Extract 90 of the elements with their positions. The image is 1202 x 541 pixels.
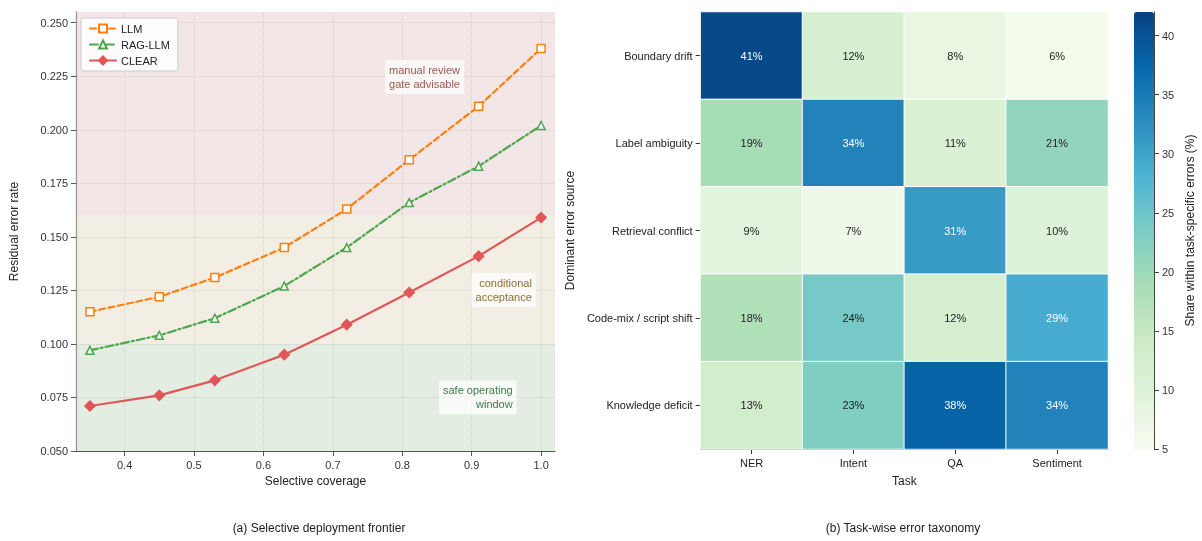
y-axis-title: Residual error rate: [7, 181, 21, 282]
x-tick-label: 0.4: [116, 458, 133, 471]
x-axis-title: Selective coverage: [264, 474, 367, 488]
x-tick-label: QA: [947, 456, 964, 469]
data-label: 10%: [1046, 224, 1069, 237]
data-label: 9%: [743, 224, 760, 237]
data-label: 12%: [944, 311, 967, 324]
y-tick-label: Boundary drift: [624, 49, 693, 62]
point: [278, 348, 291, 361]
point: [472, 250, 485, 262]
y-tick-label: 0.050: [40, 445, 68, 457]
y-tick-label: 0.250: [40, 16, 68, 29]
data-label: 23%: [842, 399, 865, 412]
band-label: conditional acceptance: [475, 276, 532, 303]
data-label: 18%: [740, 311, 763, 324]
data-label: 13%: [740, 399, 763, 412]
point: [535, 211, 547, 224]
data-label: 34%: [1046, 399, 1069, 412]
x-tick-label: Intent: [839, 456, 868, 469]
color-bar-title: Share within task-specific errors (%): [1183, 134, 1197, 327]
y-tick-label: 0.175: [40, 177, 68, 190]
point: [210, 313, 220, 323]
point: [404, 155, 414, 165]
y-tick-label: Knowledge deficit: [606, 399, 693, 412]
point: [85, 345, 95, 356]
data-label: 24%: [842, 311, 865, 324]
point: [341, 204, 352, 214]
x-tick-label: 1.0: [533, 458, 549, 471]
data-label: 12%: [842, 49, 865, 62]
point: [154, 330, 165, 341]
x-tick-label: 0.8: [394, 458, 410, 471]
point: [536, 43, 546, 54]
color-bar-label: 20: [1162, 265, 1175, 278]
y-tick-label: 0.125: [40, 284, 68, 297]
x-tick-label: 0.6: [255, 458, 272, 471]
x-tick-label: 0.5: [186, 458, 202, 471]
point: [340, 318, 353, 331]
y-tick-label: Retrieval conflict: [611, 224, 693, 237]
data-label: 7%: [845, 224, 862, 237]
color-bar-label: 15: [1162, 324, 1175, 337]
y-tick-label: 0.075: [40, 391, 68, 404]
point: [341, 242, 352, 253]
point: [209, 374, 221, 387]
data-label: 29%: [1046, 311, 1069, 324]
y-tick-label: 0.225: [40, 70, 68, 83]
data-label: 11%: [944, 137, 967, 150]
color-bar-label: 30: [1162, 147, 1175, 160]
point: [473, 161, 484, 171]
legend-label: LLM: [121, 22, 143, 35]
data-label: 6%: [1049, 49, 1066, 62]
color-bar-label: 10: [1162, 383, 1175, 396]
y-tick-label: 0.150: [40, 230, 68, 243]
point: [536, 120, 546, 131]
band-label: safe operating window: [442, 384, 513, 411]
color-bar-label: 40: [1162, 29, 1175, 42]
point: [404, 197, 414, 208]
point: [473, 101, 484, 111]
x-tick-label: NER: [739, 456, 764, 469]
y-tick-label: 0.100: [40, 337, 68, 350]
color-bar-label: 5: [1162, 443, 1169, 455]
x-tick-label: 0.7: [325, 458, 341, 471]
text: (a) Selective deployment frontier: [232, 521, 406, 535]
point: [403, 286, 415, 299]
color-bar-label: 35: [1162, 88, 1175, 101]
data-label: 21%: [1046, 137, 1069, 150]
legend-label: RAG-LLM: [121, 38, 170, 51]
text: (b) Task-wise error taxonomy: [825, 521, 981, 535]
data-label: 8%: [947, 49, 964, 62]
y-tick-label: 0.200: [40, 123, 68, 136]
point: [85, 307, 95, 317]
data-label: 19%: [740, 137, 763, 150]
data-label: 31%: [944, 224, 967, 237]
x-tick-label: Sentiment: [1032, 456, 1082, 469]
x-tick-label: 0.9: [464, 458, 480, 471]
y-tick-label: Code-mix / script shift: [586, 311, 693, 324]
y-tick-label: Label ambiguity: [615, 137, 694, 150]
point: [279, 281, 290, 291]
data-label: 41%: [740, 49, 763, 62]
y-axis-title: Dominant error source: [563, 170, 577, 291]
legend-label: CLEAR: [121, 54, 158, 67]
x-axis-title: Task: [891, 474, 918, 488]
band-label: manual review gate advisable: [389, 64, 461, 91]
point: [210, 272, 220, 283]
data-label: 38%: [944, 399, 967, 412]
color-bar-label: 25: [1162, 206, 1175, 219]
point: [154, 292, 165, 302]
point: [84, 400, 96, 412]
data-label: 34%: [842, 137, 865, 150]
point: [279, 242, 290, 253]
point: [153, 389, 166, 402]
